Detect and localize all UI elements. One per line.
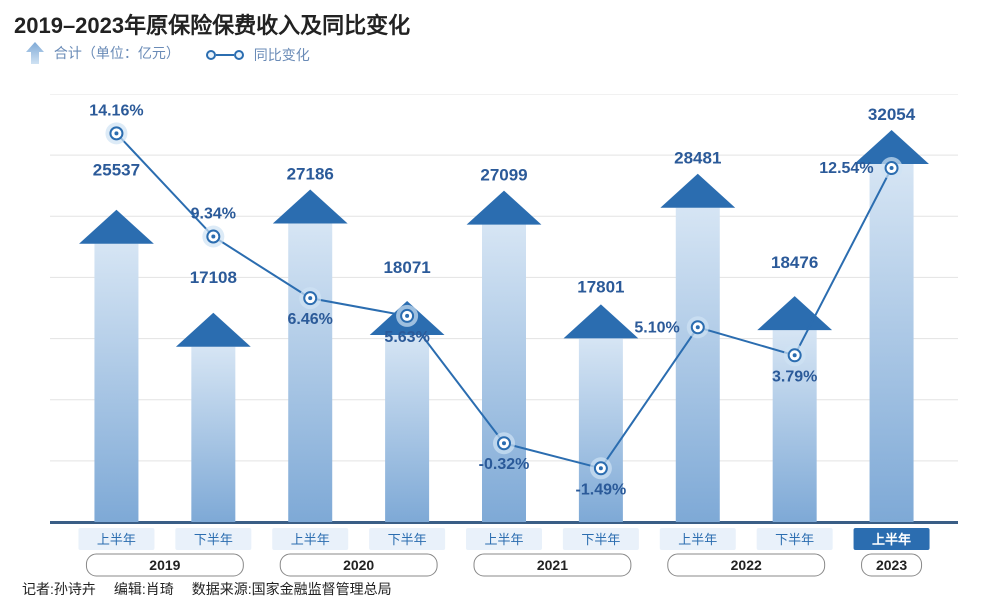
svg-text:18071: 18071 xyxy=(383,258,430,277)
svg-text:6.46%: 6.46% xyxy=(288,311,333,328)
svg-text:上半年: 上半年 xyxy=(484,532,523,547)
legend-bar-label: 合计（单位：亿元） xyxy=(54,45,180,61)
svg-text:32054: 32054 xyxy=(868,105,916,124)
chart-title: 2019–2023年原保险保费收入及同比变化 xyxy=(14,8,410,40)
svg-text:28481: 28481 xyxy=(674,149,721,168)
svg-text:2022: 2022 xyxy=(731,557,762,573)
legend-line-label: 同比变化 xyxy=(254,47,310,63)
svg-text:上半年: 上半年 xyxy=(872,532,911,547)
arrow-up-icon xyxy=(26,42,44,67)
svg-text:-0.32%: -0.32% xyxy=(479,456,530,473)
chart-plot: 05000100001500020000250003000035000-4%-2… xyxy=(50,94,958,522)
svg-text:2021: 2021 xyxy=(537,557,568,573)
svg-text:5.10%: 5.10% xyxy=(634,319,679,336)
svg-text:17108: 17108 xyxy=(190,268,237,287)
svg-text:12.54%: 12.54% xyxy=(819,160,873,177)
svg-text:18476: 18476 xyxy=(771,253,818,272)
svg-text:2023: 2023 xyxy=(876,557,907,573)
line-marker-icon xyxy=(206,50,244,60)
svg-text:下半年: 下半年 xyxy=(775,532,814,547)
svg-text:25537: 25537 xyxy=(93,161,140,180)
svg-text:5.63%: 5.63% xyxy=(384,329,429,346)
svg-text:上半年: 上半年 xyxy=(97,532,136,547)
svg-text:上半年: 上半年 xyxy=(678,532,717,547)
editor: 编辑:肖琦 xyxy=(114,579,174,599)
svg-text:2019: 2019 xyxy=(149,557,180,573)
svg-text:-1.49%: -1.49% xyxy=(576,481,627,498)
source: 数据来源:国家金融监督管理总局 xyxy=(192,579,392,599)
svg-text:9.34%: 9.34% xyxy=(191,206,236,223)
svg-text:3.79%: 3.79% xyxy=(772,368,817,385)
svg-text:17801: 17801 xyxy=(577,277,624,296)
legend-bar: 合计（单位：亿元） xyxy=(26,42,180,67)
legend-line: 同比变化 xyxy=(206,45,310,65)
svg-text:27186: 27186 xyxy=(287,165,334,184)
svg-text:2020: 2020 xyxy=(343,557,374,573)
reporter: 记者:孙诗卉 xyxy=(22,579,96,599)
svg-text:下半年: 下半年 xyxy=(194,532,233,547)
svg-text:下半年: 下半年 xyxy=(388,532,427,547)
legend: 合计（单位：亿元） 同比变化 xyxy=(26,42,310,67)
svg-text:上半年: 上半年 xyxy=(291,532,330,547)
svg-text:27099: 27099 xyxy=(480,166,527,185)
svg-text:14.16%: 14.16% xyxy=(89,102,143,119)
svg-text:下半年: 下半年 xyxy=(581,532,620,547)
footer: 记者:孙诗卉 编辑:肖琦 数据来源:国家金融监督管理总局 xyxy=(22,579,392,599)
